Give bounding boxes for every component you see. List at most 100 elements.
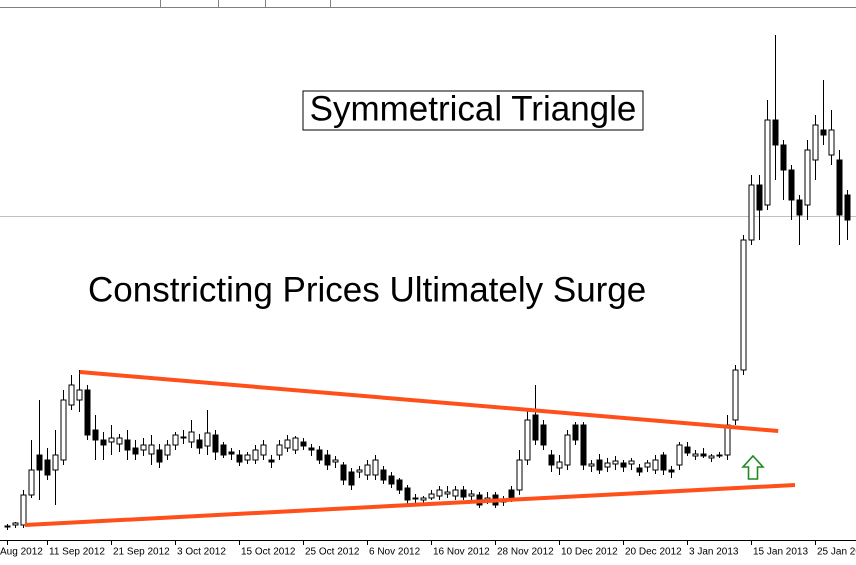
candle-body (140, 444, 147, 451)
candle-body (540, 424, 547, 446)
candle-body (748, 184, 755, 241)
x-tick-label: 25 Oct 2012 (305, 547, 360, 558)
candle-body (340, 464, 347, 481)
candle-body (444, 491, 451, 495)
candle-body (364, 464, 371, 476)
x-tick-label: 21 Sep 2012 (113, 547, 170, 558)
candle-body (268, 459, 275, 463)
candle-body (636, 467, 643, 473)
candle-body (28, 469, 35, 496)
plot-area (0, 35, 856, 530)
candle-body (220, 444, 227, 456)
candle-body (628, 460, 635, 465)
candle-body (676, 444, 683, 466)
candle-body (804, 149, 811, 206)
x-tick-label: 15 Oct 2012 (241, 547, 296, 558)
candle-body (172, 434, 179, 446)
candle-body (780, 144, 787, 171)
candle-body (388, 475, 395, 485)
candle-body (372, 459, 379, 476)
candle-body (412, 497, 419, 500)
candle-body (52, 454, 59, 471)
candle-body (356, 469, 363, 473)
candle-body (660, 454, 667, 471)
candle-body (716, 454, 723, 457)
candle-body (604, 462, 611, 468)
candle-body (812, 124, 819, 161)
candle-body (460, 489, 467, 498)
candle-body (68, 384, 75, 406)
top-strip (0, 0, 856, 8)
candle-body (132, 447, 139, 455)
chart-title: Symmetrical Triangle (310, 89, 637, 128)
candle-body (724, 424, 731, 456)
candle-body (828, 129, 835, 156)
candle-body (644, 462, 651, 468)
x-tick-label: 11 Sep 2012 (49, 547, 105, 558)
candle-body (316, 449, 323, 461)
candle-body (188, 431, 195, 443)
candle-body (580, 424, 587, 466)
candle-body (564, 434, 571, 466)
candle-body (836, 159, 843, 216)
x-tick-label: 16 Nov 2012 (433, 547, 490, 558)
candle-body (844, 194, 851, 221)
x-tick-label: 28 Nov 2012 (497, 547, 554, 558)
x-tick-label: Aug 2012 (0, 547, 43, 558)
candle-body (532, 414, 539, 441)
x-tick-label: 6 Nov 2012 (369, 547, 421, 558)
candle-body (116, 437, 123, 445)
candle-body (92, 429, 99, 441)
candle-body (756, 184, 763, 211)
candle-body (164, 444, 171, 456)
candle-body (156, 449, 163, 463)
candle-body (572, 424, 579, 441)
candle-body (20, 494, 27, 526)
candle-body (596, 459, 603, 471)
candle-body (620, 462, 627, 468)
candle-body (516, 459, 523, 491)
candle-body (260, 444, 267, 456)
candle-body (612, 460, 619, 465)
candle-body (12, 522, 19, 526)
candle-body (740, 239, 747, 371)
candle-body (420, 497, 427, 501)
x-tick-label: 10 Dec 2012 (561, 547, 618, 558)
candle-body (820, 129, 827, 136)
candle-body (548, 454, 555, 466)
x-tick-label: 3 Oct 2012 (177, 547, 226, 558)
candle-body (324, 454, 331, 466)
x-tick-label: 15 Jan 2013 (753, 547, 808, 558)
candle-body (380, 469, 387, 481)
candle-body (308, 447, 315, 451)
candle-body (788, 169, 795, 201)
candle-body (276, 444, 283, 456)
candle-body (436, 489, 443, 497)
candle-body (668, 469, 675, 473)
candle-body (764, 119, 771, 206)
candle-body (60, 399, 67, 461)
candle-body (348, 471, 355, 486)
candle-body (4, 525, 11, 528)
candle-body (252, 449, 259, 461)
candle-body (652, 459, 659, 471)
breakout-arrow (741, 454, 765, 480)
candle-body (708, 455, 715, 459)
candle-body (100, 439, 107, 446)
candle-body (76, 389, 83, 401)
candle-body (404, 487, 411, 501)
candle-body (556, 461, 563, 469)
trendline (79, 370, 779, 433)
candle-body (428, 493, 435, 499)
candle-body (700, 453, 707, 457)
candle-body (292, 437, 299, 451)
candle-body (772, 119, 779, 146)
candle-body (36, 454, 43, 471)
candle-body (588, 463, 595, 467)
candle-body (332, 459, 339, 463)
candle-body (684, 446, 691, 454)
x-tick-label: 25 Jan 20 (817, 547, 856, 558)
